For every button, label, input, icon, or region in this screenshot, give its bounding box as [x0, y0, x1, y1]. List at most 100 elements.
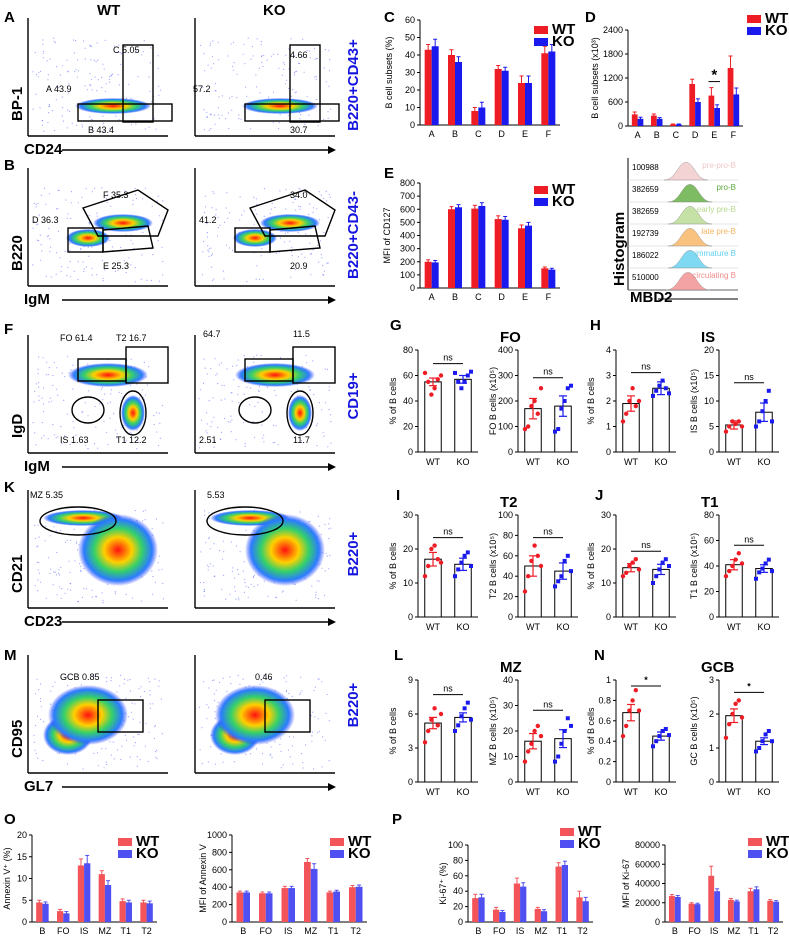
gate-e	[102, 225, 154, 253]
event-dot	[101, 386, 103, 389]
gate-c	[122, 44, 154, 123]
bar-ko-T1	[333, 891, 340, 922]
event-dot	[34, 725, 37, 727]
event-dot	[272, 442, 274, 444]
y-tick-label: 15	[17, 852, 27, 862]
event-dot	[85, 266, 87, 268]
event-dot	[328, 528, 330, 530]
event-dot	[205, 412, 208, 414]
event-dot	[161, 404, 163, 407]
event-dot	[298, 205, 300, 207]
event-dot	[101, 87, 103, 89]
event-dot	[33, 401, 35, 403]
event-dot	[104, 269, 106, 271]
event-dot	[34, 524, 36, 527]
event-dot	[131, 702, 133, 704]
event-dot	[250, 58, 252, 60]
event-dot	[221, 114, 223, 116]
panel-letter-E: E	[384, 165, 394, 182]
event-dot	[107, 402, 109, 404]
sig-label: ns	[443, 527, 453, 537]
y-tick-label: 40	[453, 886, 463, 896]
event-dot	[299, 208, 301, 210]
event-dot	[229, 593, 231, 595]
event-dot	[291, 246, 293, 248]
event-dot	[236, 365, 238, 367]
x-tick-label: B	[672, 926, 678, 936]
event-dot	[317, 125, 319, 127]
event-dot	[134, 281, 136, 283]
event-dot	[151, 527, 153, 530]
event-dot	[151, 101, 153, 103]
y-tick-label: 10	[403, 578, 413, 588]
y-tick-label: 300	[400, 244, 415, 254]
y-tick-label: 2400	[603, 25, 623, 35]
event-dot	[309, 520, 311, 522]
legend-swatch-wt	[560, 828, 574, 836]
event-dot	[134, 703, 136, 705]
event-dot	[238, 386, 240, 388]
event-dot	[85, 188, 87, 190]
event-dot	[129, 49, 131, 52]
event-dot	[312, 711, 314, 713]
gate-ab	[244, 103, 340, 122]
event-dot	[109, 417, 111, 419]
event-dot	[38, 689, 40, 691]
density-blob	[48, 685, 128, 745]
event-dot	[36, 546, 38, 548]
event-dot	[203, 595, 205, 597]
event-dot	[66, 217, 68, 219]
event-dot	[60, 270, 62, 272]
event-dot	[295, 209, 297, 211]
event-dot	[221, 384, 223, 386]
event-dot	[270, 678, 272, 680]
event-dot	[275, 425, 277, 427]
event-dot	[295, 599, 297, 601]
sig-label: ns	[543, 527, 553, 537]
event-dot	[317, 244, 319, 246]
event-dot	[292, 763, 294, 765]
event-dot	[155, 128, 157, 130]
y-tick-label: 20	[405, 85, 415, 95]
y-axis-label: T2 B cells (x10⁵)	[488, 533, 498, 599]
event-dot	[48, 401, 50, 403]
x-tick-label: D	[692, 130, 699, 140]
event-dot	[326, 693, 328, 696]
event-dot	[210, 425, 212, 428]
event-dot	[323, 270, 325, 272]
data-point-ko	[754, 424, 758, 429]
y-tick-label: 20	[503, 726, 513, 736]
event-dot	[55, 273, 57, 275]
event-dot	[229, 421, 231, 423]
legend-swatch-wt	[748, 838, 762, 846]
panel-letter-P: P	[392, 811, 402, 828]
data-point-wt	[636, 567, 642, 572]
y-tick-label: 30	[403, 510, 413, 520]
x-tick-label: A	[429, 129, 435, 139]
event-dot	[77, 202, 79, 204]
event-dot	[256, 86, 258, 88]
gate-is	[71, 396, 105, 424]
event-dot	[132, 597, 134, 599]
x-tick-label: T1	[328, 926, 339, 936]
event-dot	[208, 706, 210, 709]
event-dot	[39, 683, 42, 685]
event-dot	[263, 215, 265, 217]
bar-wt-A	[424, 261, 432, 288]
event-dot	[123, 678, 126, 680]
event-dot	[123, 424, 125, 426]
event-dot	[109, 401, 112, 403]
event-dot	[306, 50, 308, 52]
event-dot	[96, 274, 98, 276]
gate-t2	[125, 346, 169, 384]
flow-cytometry-panels: WT KOB220+CD43+B220+CD43-CD19+B220+B220+C…	[9, 2, 362, 795]
data-point-wt	[522, 759, 528, 764]
event-dot	[159, 422, 161, 424]
event-dot	[263, 441, 265, 443]
event-dot	[42, 43, 44, 46]
event-dot	[255, 198, 257, 200]
event-dot	[82, 40, 85, 42]
event-dot	[246, 281, 248, 283]
event-dot	[34, 432, 36, 434]
